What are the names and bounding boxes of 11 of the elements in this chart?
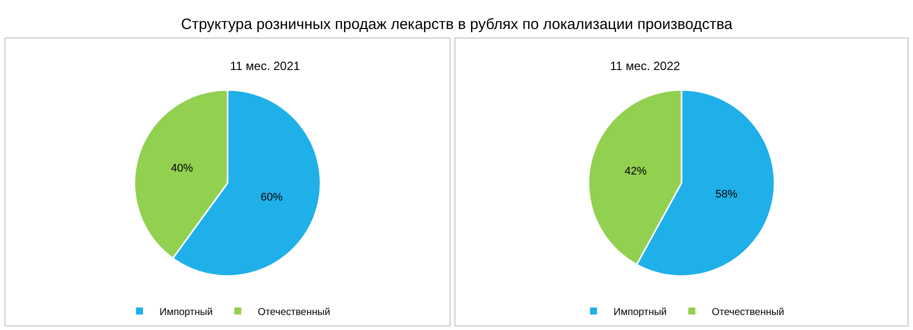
data-label: 40%: [171, 162, 194, 174]
chart-title: 11 мес. 2022: [610, 59, 680, 73]
legend-label: Импортный: [614, 306, 667, 318]
text: Структура розничных продаж лекарств в рублях по локализации производства: [181, 16, 734, 33]
legend-label: Отечественный: [258, 306, 330, 318]
data-label: 42%: [624, 165, 647, 178]
legend-label: Отечественный: [712, 306, 784, 318]
data-label: 58%: [715, 188, 738, 201]
legend-label: Импортный: [160, 306, 213, 318]
chart-title: 11 мес. 2021: [230, 59, 300, 73]
data-label: 60%: [260, 191, 283, 204]
